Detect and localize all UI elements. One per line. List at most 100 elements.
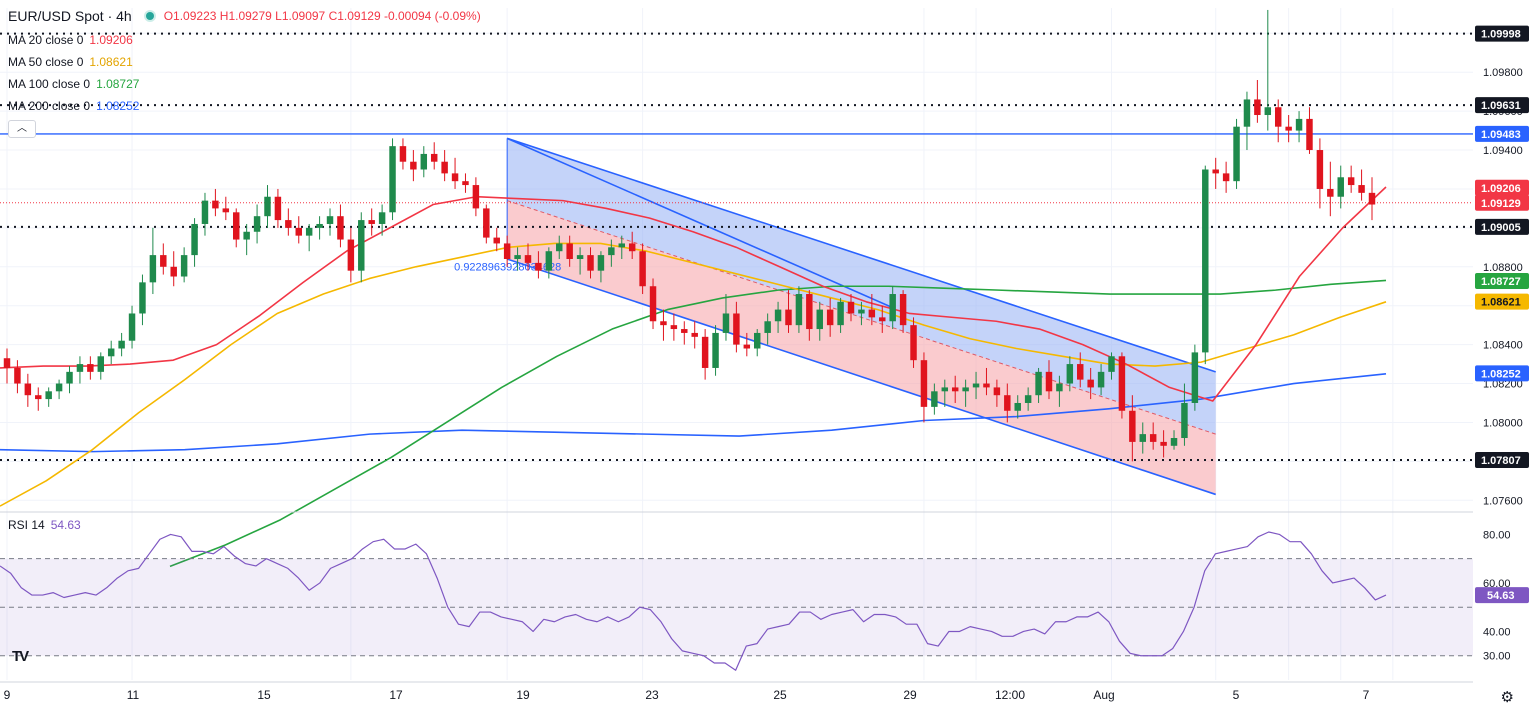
candle-body <box>628 243 636 252</box>
trend-line <box>506 137 894 309</box>
candle-body <box>128 313 136 341</box>
candle-body <box>1056 383 1063 392</box>
candle-body <box>212 200 219 209</box>
candle-body <box>326 216 334 224</box>
ma100-legend[interactable]: MA 100 close 0 1.08727 <box>8 77 139 91</box>
level-tag-label: 1.09631 <box>1481 100 1521 112</box>
symbol-title[interactable]: EUR/USD Spot · 4h <box>8 8 132 24</box>
candle-body <box>1160 441 1167 446</box>
candle-body <box>233 212 240 240</box>
candle-body <box>816 309 823 330</box>
candle-body <box>243 231 250 240</box>
candle-body <box>889 294 896 322</box>
candle-body <box>764 321 771 333</box>
candle-body <box>3 358 11 368</box>
candle-body <box>1295 118 1303 131</box>
time-tick-label: 9 <box>4 688 11 702</box>
candle-body <box>305 227 313 236</box>
candle-body <box>118 340 125 349</box>
candle-body <box>597 255 605 271</box>
candle-body <box>253 216 261 232</box>
candle-body <box>66 371 73 384</box>
candle-body <box>608 247 615 256</box>
candle-body <box>1243 99 1251 127</box>
ma20-legend[interactable]: MA 20 close 0 1.09206 <box>8 33 133 47</box>
candle-body <box>107 348 115 357</box>
candle-body <box>1191 352 1199 403</box>
rsi-value: 54.63 <box>50 518 81 532</box>
candle-body <box>35 395 42 400</box>
level-tag-label: 1.09483 <box>1481 129 1521 141</box>
ohlc-high: H1.09279 <box>219 9 272 23</box>
ma50-legend[interactable]: MA 50 close 0 1.08621 <box>8 55 133 69</box>
candle-body <box>430 153 438 162</box>
candle-body <box>347 239 355 271</box>
rsi-tick-label: 80.00 <box>1483 529 1511 541</box>
collapse-legend-chevron-up-icon[interactable]: ︿ <box>8 120 36 138</box>
candle-body <box>191 223 198 256</box>
candle-body <box>1222 173 1230 182</box>
time-tick-label: 5 <box>1233 688 1240 702</box>
candle-body <box>670 325 678 330</box>
candle-body <box>358 220 365 271</box>
candle-body <box>983 383 990 388</box>
ohlc-close: C1.09129 <box>328 9 381 23</box>
time-tick-label: Aug <box>1093 688 1114 702</box>
price-tick-label: 1.07600 <box>1483 495 1523 507</box>
candle-body <box>910 325 917 361</box>
candle-body <box>931 391 938 407</box>
candle-body <box>1108 356 1115 372</box>
candle-body <box>1285 126 1292 131</box>
candle-body <box>160 255 167 267</box>
candle-body <box>972 383 980 388</box>
candle-body <box>556 243 563 252</box>
candle-body <box>524 255 532 263</box>
candle-body <box>24 383 32 396</box>
price-tick-label: 1.08800 <box>1483 262 1523 274</box>
candle-body <box>1264 107 1272 116</box>
candle-body <box>1212 169 1219 174</box>
candle-body <box>847 301 855 314</box>
price-tag-label: 1.08727 <box>1481 276 1521 288</box>
price-tick-label: 1.08200 <box>1483 379 1523 391</box>
candle-body <box>1254 99 1261 116</box>
ohlc-low: L1.09097 <box>275 9 326 23</box>
candle-body <box>806 294 813 330</box>
candle-body <box>576 255 584 259</box>
candle-body <box>170 266 177 277</box>
level-tag-label: 1.09998 <box>1481 29 1521 41</box>
channel-lower-fill <box>507 200 1216 495</box>
time-tick-label: 25 <box>773 688 787 702</box>
candle-body <box>55 383 63 392</box>
rsi-legend[interactable]: RSI 14 54.63 <box>8 518 81 532</box>
candle-body <box>920 360 928 407</box>
candle-body <box>316 223 323 228</box>
tradingview-logo-icon[interactable]: TV <box>12 648 29 665</box>
time-tick-label: 11 <box>127 688 140 702</box>
candle-body <box>1097 371 1105 388</box>
rsi-tag-label: 54.63 <box>1487 590 1515 602</box>
candle-body <box>45 391 52 400</box>
rsi-tick-label: 60.00 <box>1483 578 1511 590</box>
price-tag-label: 1.09206 <box>1481 183 1521 195</box>
ma200-legend[interactable]: MA 200 close 0 1.08252 <box>8 99 139 113</box>
candle-body <box>993 387 1001 396</box>
ohlc-change: -0.00094 (-0.09%) <box>383 9 481 23</box>
candle-body <box>879 317 886 322</box>
candle-body <box>868 309 876 318</box>
ohlc-values: O1.09223 H1.09279 L1.09097 C1.09129 -0.0… <box>164 9 481 23</box>
price-tag-bg <box>1475 179 1529 196</box>
candle-body <box>1087 379 1094 388</box>
rsi-tick-label: 30.00 <box>1483 651 1511 663</box>
candle-body <box>701 336 709 368</box>
ma50-label: MA 50 close 0 <box>8 55 84 69</box>
candle-body <box>76 364 84 372</box>
time-tick-label: 12:00 <box>995 688 1025 702</box>
gear-icon[interactable]: ⚙ <box>1500 689 1514 706</box>
candle-body <box>545 251 553 271</box>
time-tick-label: 23 <box>645 688 659 702</box>
candle-body <box>1024 395 1032 403</box>
candle-body <box>462 181 469 186</box>
candle-body <box>691 332 698 337</box>
